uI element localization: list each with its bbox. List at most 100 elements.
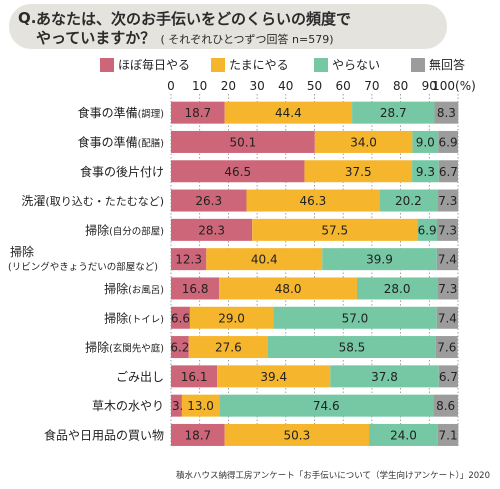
bar-segment xyxy=(219,394,434,417)
bar-segment xyxy=(322,248,437,271)
data-label: 48.0 xyxy=(275,282,302,296)
bar-segment xyxy=(330,365,439,388)
category-label: 食品や日用品の買い物 xyxy=(44,427,164,442)
bar-segment xyxy=(171,365,218,388)
data-label: 13.0 xyxy=(187,399,214,413)
bar-segment xyxy=(436,248,458,271)
data-label: 50.3 xyxy=(283,428,310,442)
bar-segment xyxy=(171,394,182,417)
data-label: 7.4 xyxy=(438,311,457,325)
data-label: 12.3 xyxy=(175,253,202,267)
bar-segment xyxy=(438,365,458,388)
legend-item-never: やらない xyxy=(314,56,380,73)
bar-segment xyxy=(246,189,380,212)
bar-segment xyxy=(171,306,190,329)
data-label: 40.4 xyxy=(251,253,278,267)
bar-segment xyxy=(434,101,459,124)
bar-segment xyxy=(171,189,247,212)
legend-label: 無回答 xyxy=(429,58,466,72)
bar-segment xyxy=(171,336,189,359)
bar-segment xyxy=(171,160,305,183)
data-label: 27.6 xyxy=(215,341,242,355)
bar-segment xyxy=(171,101,225,124)
bar-segment xyxy=(438,130,458,153)
data-label: 7.3 xyxy=(438,194,457,208)
x-tick-label: 30 xyxy=(249,79,264,93)
bar-segment xyxy=(438,160,458,183)
data-label: 8.6 xyxy=(436,399,455,413)
data-label: 8.3 xyxy=(437,106,456,120)
bar-segment xyxy=(435,336,458,359)
bar-segment xyxy=(171,248,207,271)
data-label: 6.7 xyxy=(439,370,458,384)
data-label: 6.6 xyxy=(171,311,190,325)
x-tick-label: 10 xyxy=(192,79,207,93)
legend-label: やらない xyxy=(332,58,381,72)
legend-item-sometimes: たまにやる xyxy=(211,56,289,73)
question-subtitle: ( それぞれひとつずつ回答 n=579) xyxy=(160,33,334,46)
data-label: 28.3 xyxy=(198,223,225,237)
bar-segment xyxy=(437,277,459,300)
question-title-main: やっていますか？ xyxy=(36,29,156,47)
data-label: 9.3 xyxy=(416,165,435,179)
bar-segment xyxy=(217,365,331,388)
bar-segment xyxy=(224,101,353,124)
bar-segment xyxy=(188,336,269,359)
data-label: 57.0 xyxy=(342,311,369,325)
bar-segment xyxy=(352,101,435,124)
data-label: 29.0 xyxy=(218,311,245,325)
category-label: 食事の準備(配膳) xyxy=(78,134,164,149)
bar-segment xyxy=(171,277,220,300)
data-label: 50.1 xyxy=(230,135,257,149)
category-label: 草木の水やり xyxy=(92,399,164,413)
bar-segment xyxy=(206,248,323,271)
category-label: 掃除 xyxy=(10,244,34,259)
x-tick-label: 40 xyxy=(278,79,293,93)
data-label: 18.7 xyxy=(184,428,211,442)
bar-segment xyxy=(369,423,438,446)
source-note: 積水ハウス納得工房アンケート「お手伝いについて（学生向けアンケート）」2020 xyxy=(176,471,490,481)
bar-segment xyxy=(437,218,458,241)
data-label: 7.3 xyxy=(438,282,457,296)
bar-segment xyxy=(171,423,225,446)
category-sublabel: (リビングやきょうだいの部屋など) xyxy=(8,261,158,273)
data-label: 58.5 xyxy=(339,341,366,355)
data-label: 16.1 xyxy=(181,370,208,384)
category-label: 食事の準備(調理) xyxy=(78,105,164,120)
question-title: あなたは、次のお手伝いをどのくらいの頻度で xyxy=(36,10,352,28)
data-label: 6.9 xyxy=(418,223,437,237)
bar-segment xyxy=(412,160,439,183)
data-label: 39.4 xyxy=(260,370,287,384)
data-label: 39.9 xyxy=(366,253,393,267)
bar-segment xyxy=(304,160,413,183)
category-label: 掃除(玄関先や庭) xyxy=(85,340,164,355)
bar-segment xyxy=(181,394,220,417)
data-label: 46.3 xyxy=(300,194,327,208)
legend-swatch xyxy=(211,57,225,72)
question-box xyxy=(9,4,447,49)
x-tick-label: 80 xyxy=(393,79,408,93)
data-label: 57.5 xyxy=(321,223,348,237)
data-label: 6.7 xyxy=(439,165,458,179)
category-label: 掃除(お風呂) xyxy=(104,281,164,296)
bar-segment xyxy=(437,189,459,212)
data-label: 7.4 xyxy=(438,253,457,267)
bar-segment xyxy=(314,130,413,153)
bar-segment xyxy=(412,130,439,153)
legend-label: ほぼ毎日やる xyxy=(118,58,191,72)
data-label: 28.0 xyxy=(384,282,411,296)
data-label: 7.1 xyxy=(439,428,458,442)
data-label: 9.0 xyxy=(416,135,435,149)
bar-segment xyxy=(433,394,458,417)
legend-label: たまにやる xyxy=(229,58,289,72)
x-tick-label: 20 xyxy=(221,79,236,93)
bar-segment xyxy=(437,423,459,446)
legend-swatch xyxy=(100,57,114,72)
data-label: 20.2 xyxy=(395,194,422,208)
legend-item-daily: ほぼ毎日やる xyxy=(100,56,190,73)
bar-segment xyxy=(356,277,438,300)
x-tick-label: 70 xyxy=(364,79,379,93)
data-label: 74.6 xyxy=(313,399,340,413)
data-label: 26.3 xyxy=(195,194,222,208)
